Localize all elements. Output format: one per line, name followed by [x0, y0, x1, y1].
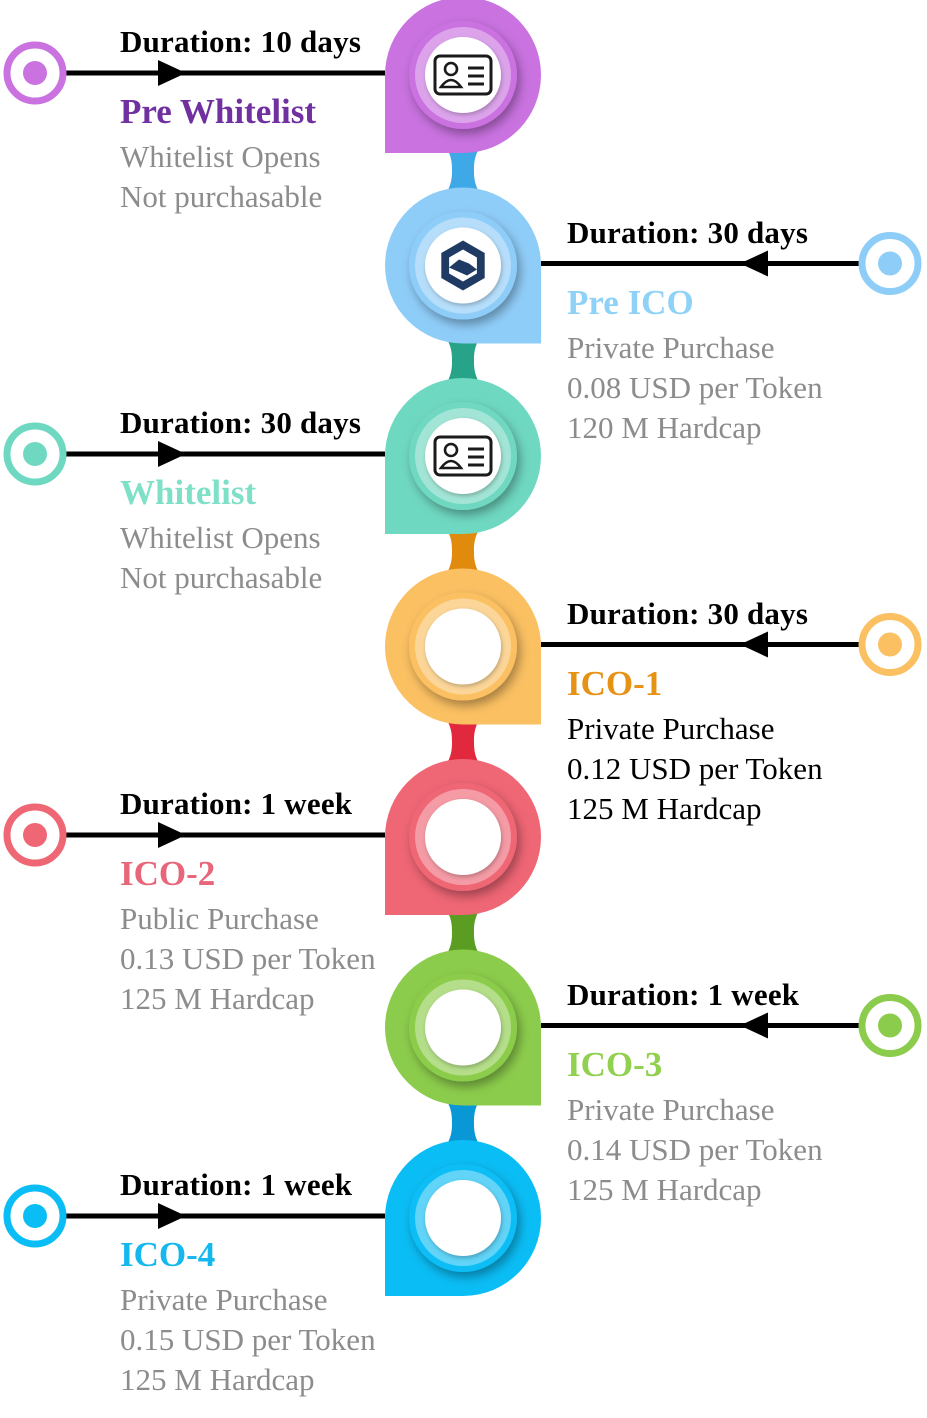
stage-title: Pre ICO: [567, 282, 694, 322]
stage-title: Pre Whitelist: [120, 92, 317, 131]
stage-title: Whitelist: [120, 473, 257, 512]
stage-title: ICO-1: [567, 663, 663, 703]
stage-node: [385, 759, 541, 915]
stage-detail-line: 0.14 USD per Token: [567, 1131, 823, 1167]
stage-detail-line: Private Purchase: [567, 1091, 775, 1127]
stage-detail-line: Public Purchase: [120, 901, 319, 936]
stage-detail-line: Private Purchase: [120, 1282, 328, 1317]
handshake-hexagon-icon: [441, 240, 485, 291]
stage-node: [385, 0, 541, 153]
stage-pointer: [541, 232, 922, 295]
stage-detail-line: Not purchasable: [120, 179, 323, 214]
stage-node: [385, 949, 541, 1106]
inner-disc: [425, 1180, 501, 1256]
stage-pointer: [3, 1184, 385, 1248]
stage-duration: Duration: 1 week: [120, 786, 353, 821]
stage-pointer: [3, 41, 385, 105]
stage-pointer: [541, 613, 922, 676]
stage-detail-line: Private Purchase: [567, 329, 775, 365]
stage-duration: Duration: 30 days: [120, 405, 362, 440]
stage-detail-line: 0.13 USD per Token: [120, 941, 376, 976]
stage-pointer: [541, 994, 922, 1057]
inner-disc: [425, 799, 501, 875]
stage-detail-line: 125 M Hardcap: [567, 790, 762, 826]
arrow-right-icon: [158, 60, 186, 86]
stage-duration: Duration: 1 week: [567, 976, 800, 1012]
stage-duration: Duration: 1 week: [120, 1167, 353, 1202]
stage-detail-line: 0.08 USD per Token: [567, 369, 823, 405]
stage-node: [385, 187, 541, 344]
stage-detail-line: 125 M Hardcap: [567, 1171, 762, 1207]
stage-title: ICO-3: [567, 1044, 663, 1084]
stage-detail-line: 0.15 USD per Token: [120, 1322, 376, 1357]
stage-duration: Duration: 10 days: [120, 24, 362, 59]
stage-detail-line: 0.12 USD per Token: [567, 750, 823, 786]
arrow-left-icon: [740, 250, 768, 277]
arrow-right-icon: [158, 441, 186, 467]
stage-detail-line: 125 M Hardcap: [120, 981, 315, 1016]
stage-detail-line: Not purchasable: [120, 560, 323, 595]
stage-detail-line: 125 M Hardcap: [120, 1362, 315, 1397]
stage-node: [385, 1140, 541, 1296]
id-card-icon: [433, 435, 493, 477]
stage-node: [385, 378, 541, 534]
stage-pointer: [3, 803, 385, 867]
inner-disc: [425, 608, 501, 685]
stage-pointer: [3, 422, 385, 486]
stage-title: ICO-4: [120, 1235, 216, 1274]
stage-detail-line: Whitelist Opens: [120, 139, 321, 174]
stage-detail-line: Whitelist Opens: [120, 520, 321, 555]
arrow-left-icon: [740, 631, 768, 658]
stage-duration: Duration: 30 days: [567, 595, 809, 631]
arrow-right-icon: [158, 1203, 186, 1229]
stage-node: [385, 568, 541, 725]
arrow-left-icon: [740, 1012, 768, 1039]
stage-duration: Duration: 30 days: [567, 214, 809, 250]
id-card-icon: [433, 54, 493, 96]
stage-detail-line: Private Purchase: [567, 710, 775, 746]
arrow-right-icon: [158, 822, 186, 848]
stage-detail-line: 120 M Hardcap: [567, 409, 762, 445]
inner-disc: [425, 989, 501, 1066]
stage-title: ICO-2: [120, 854, 216, 893]
